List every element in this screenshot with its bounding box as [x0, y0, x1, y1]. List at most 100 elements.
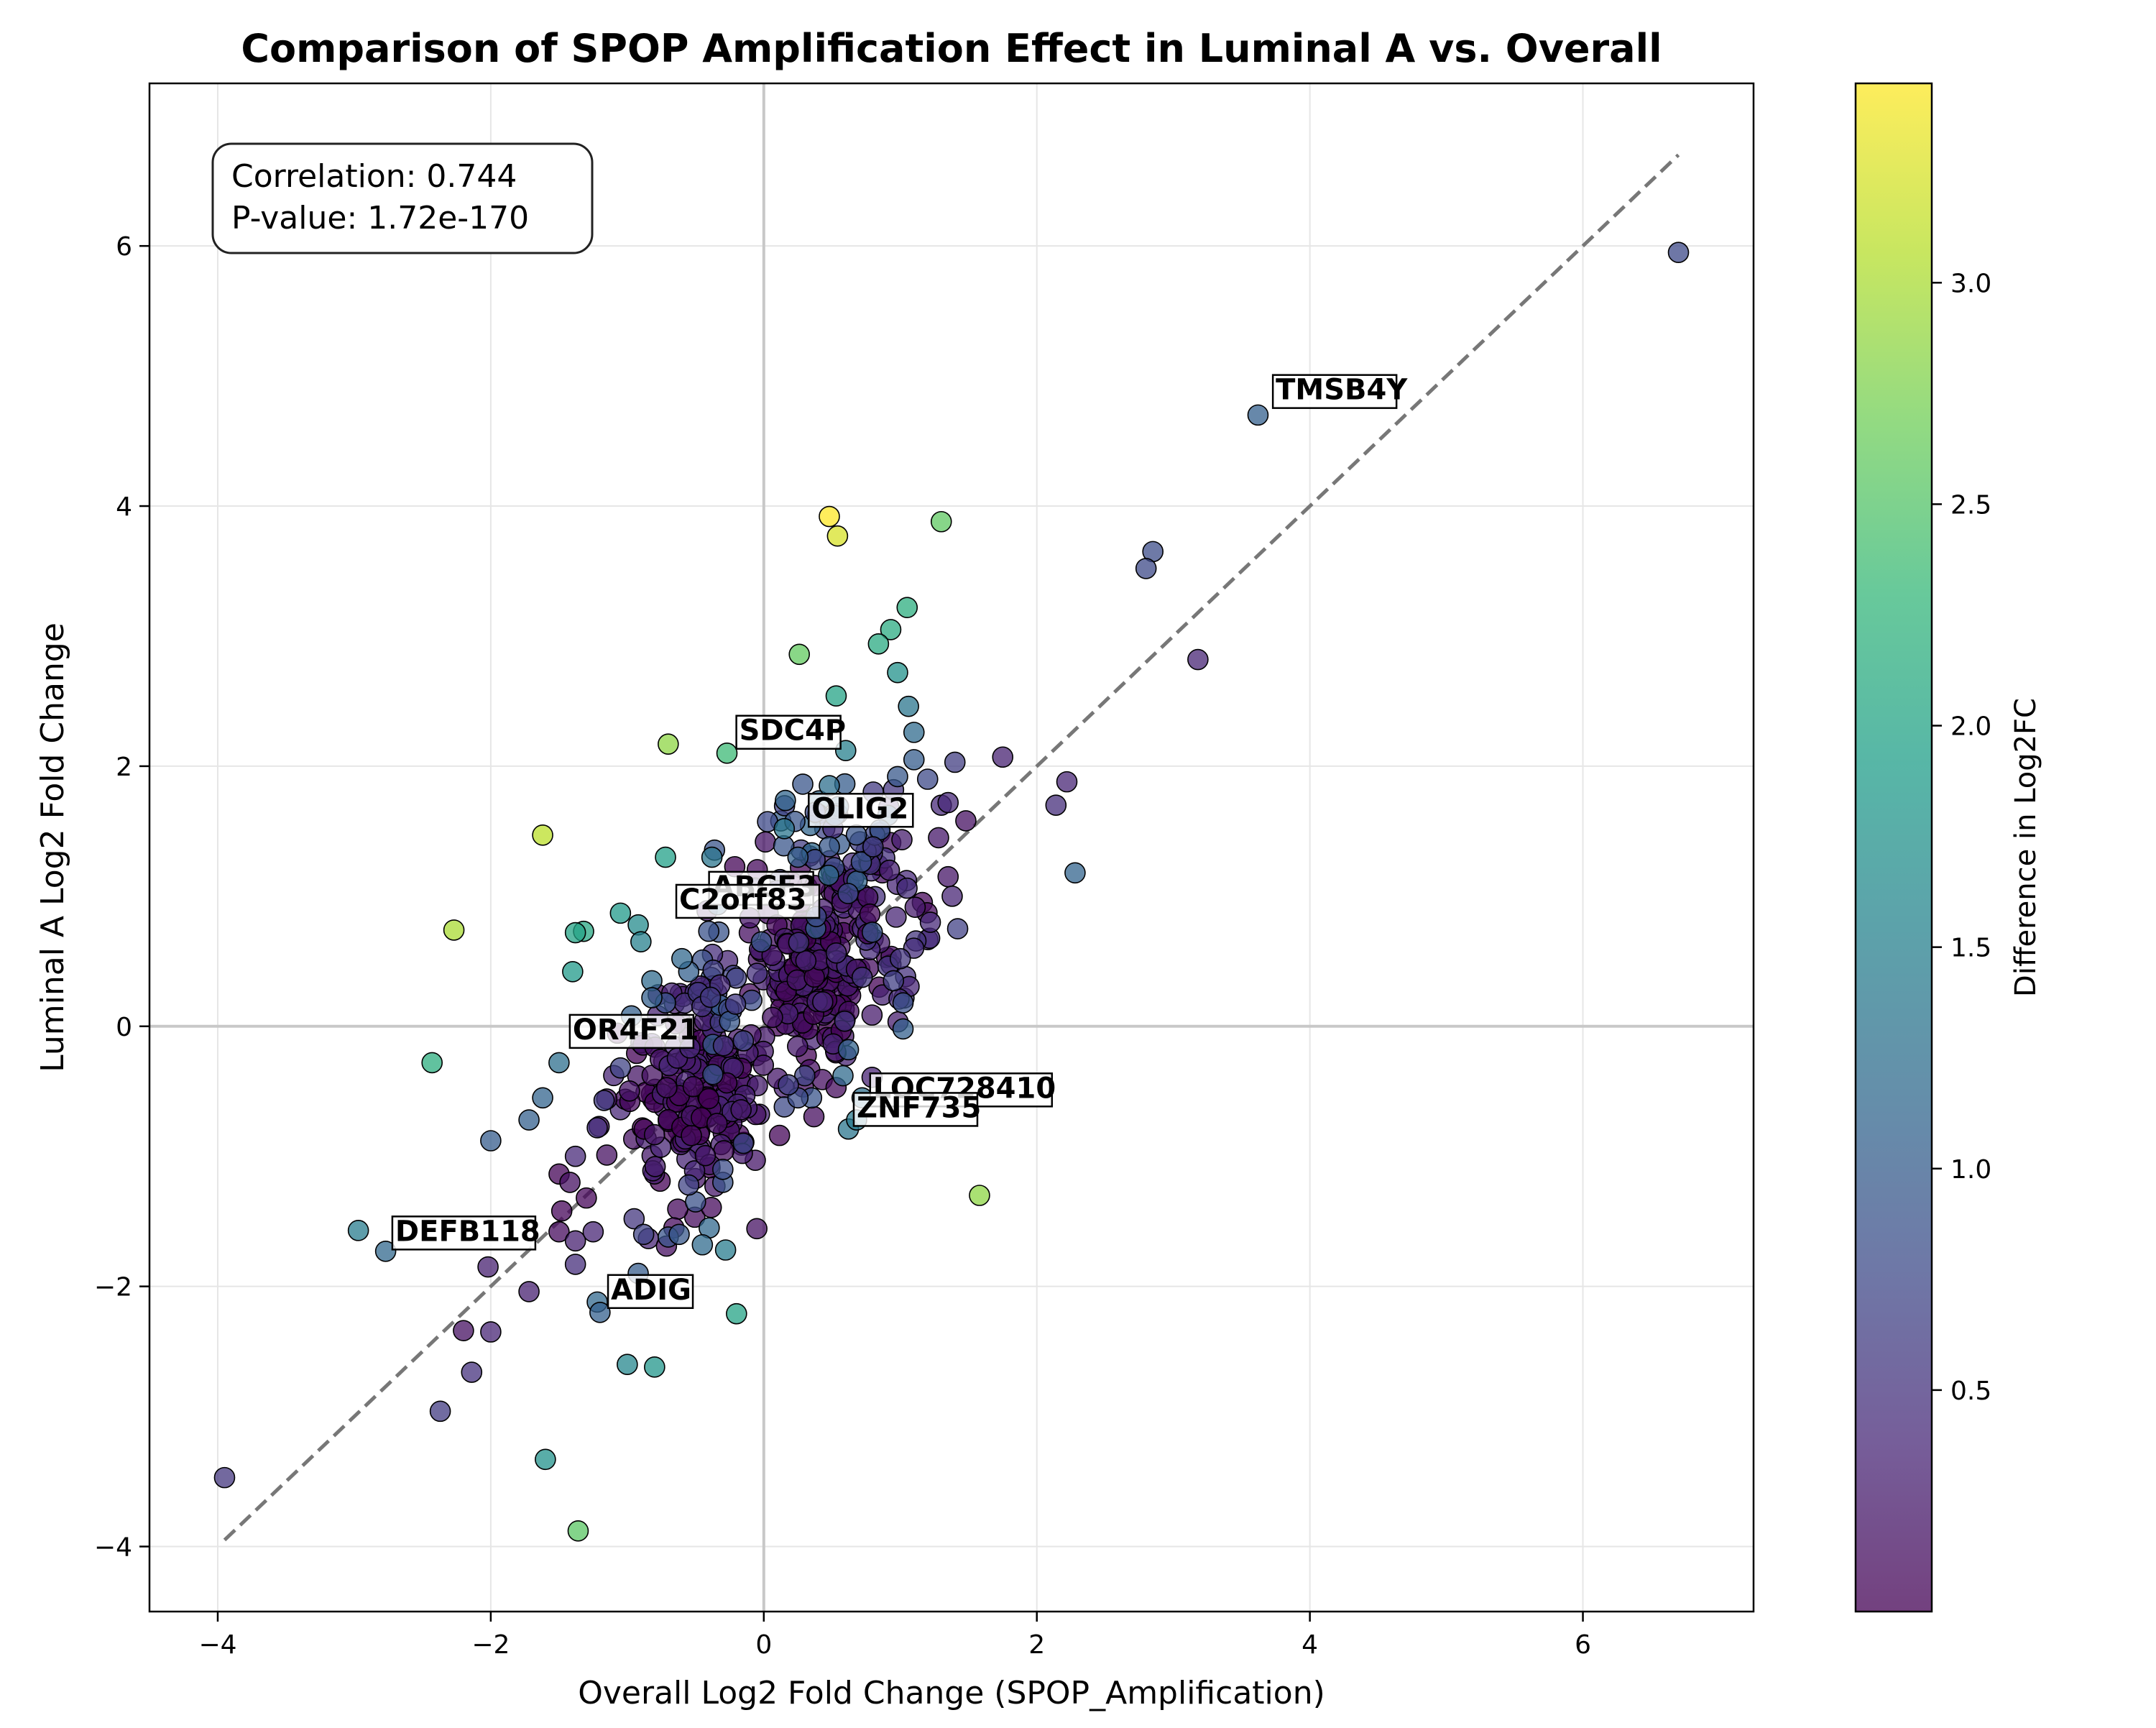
- gene-label-tmsb4y: TMSB4Y: [1271, 374, 1408, 409]
- scatter-point: [861, 922, 883, 943]
- scatter-point: [969, 1185, 990, 1206]
- scatter-point: [930, 510, 952, 533]
- scatter-point: [714, 1239, 737, 1261]
- colorbar-tick-label: 2.5: [1950, 490, 1991, 520]
- scatter-point: [916, 768, 939, 790]
- scatter-point: [755, 831, 776, 853]
- scatter-point: [861, 1004, 883, 1026]
- scatter-point: [889, 947, 911, 970]
- y-tick-label: −4: [94, 1533, 132, 1563]
- y-axis-ticks: −4 −2 0 2 4 6: [94, 232, 149, 1563]
- scatter-point: [904, 896, 926, 918]
- scatter-point: [955, 810, 977, 832]
- scatter-point: [694, 1144, 717, 1167]
- scatter-point: [655, 846, 676, 868]
- gene-label-box: [675, 883, 821, 919]
- scatter-point: [644, 1156, 666, 1177]
- scatter-point: [825, 942, 847, 964]
- scatter-point: [586, 1117, 608, 1139]
- scatter-point: [887, 661, 908, 684]
- scatter-point: [787, 846, 809, 868]
- scatter-point: [845, 824, 867, 846]
- scatter-point: [564, 922, 586, 944]
- colorbar: 0.5 1.0 1.5 2.0 2.5 3.0 Difference in Log2FC: [1854, 82, 2042, 1613]
- scatter-point: [746, 962, 768, 984]
- scatter-point: [788, 643, 810, 666]
- scatter-point: [746, 1218, 768, 1240]
- scatter-point: [825, 685, 847, 707]
- gene-label-text: ADIG: [611, 1274, 691, 1307]
- gene-label-box: [568, 1014, 695, 1049]
- x-tick-label: 2: [1028, 1630, 1045, 1660]
- scatter-point: [655, 1077, 678, 1098]
- scatter-point: [750, 931, 773, 953]
- gene-label-box: [735, 714, 842, 750]
- gene-label-c2orf83: C2orf83: [675, 883, 821, 919]
- scatter-point: [903, 749, 925, 771]
- gene-label-sdc4p: SDC4P: [735, 714, 847, 750]
- scatter-point: [699, 986, 722, 1008]
- scatter-point: [792, 773, 814, 795]
- scatter-point: [896, 877, 918, 899]
- scatter-point: [632, 1223, 655, 1246]
- x-axis-label: Overall Log2 Fold Change (SPOP_Amplifica…: [578, 1675, 1325, 1711]
- scatter-point: [891, 829, 913, 850]
- colorbar-tick-label: 1.5: [1950, 934, 1991, 963]
- scatter-point: [837, 883, 859, 904]
- gene-label-box: [391, 1215, 537, 1251]
- x-axis-ticks: −4 −2 0 2 4 6: [198, 1612, 1591, 1660]
- scatter-point: [550, 1200, 573, 1222]
- gene-labels: TMSB4YSDC4POLIG2ABCF3C2orf83OR4F21LOC728…: [391, 374, 1408, 1310]
- scatter-point: [567, 1520, 589, 1542]
- scatter-point: [795, 950, 817, 972]
- scatter-point: [883, 970, 905, 992]
- scatter-point: [992, 746, 1014, 768]
- scatter-point: [928, 827, 949, 849]
- scatter-point: [576, 1187, 597, 1209]
- scatter-point: [941, 886, 963, 907]
- stats-correlation: Correlation: 0.744: [231, 158, 517, 195]
- x-tick-label: −4: [198, 1630, 236, 1660]
- scatter-point: [564, 1145, 586, 1167]
- colorbar-tick-label: 2.0: [1950, 712, 1991, 742]
- scatter-point: [1187, 648, 1209, 671]
- scatter-point: [480, 1130, 502, 1152]
- scatter-point: [477, 1256, 499, 1278]
- gene-label-adig: ADIG: [607, 1274, 694, 1310]
- y-tick-label: 2: [116, 753, 132, 782]
- scatter-point: [619, 1080, 640, 1102]
- gene-label-box: [808, 793, 914, 828]
- reference-line-layer: [223, 153, 1680, 1542]
- scatter-point: [787, 1035, 808, 1057]
- scatter-point: [559, 1172, 581, 1193]
- scatter-point: [937, 791, 959, 814]
- chart-title: Comparison of SPOP Amplification Effect …: [241, 26, 1662, 71]
- gene-label-defb118: DEFB118: [391, 1215, 540, 1251]
- scatter-point: [788, 932, 810, 953]
- scatter-point: [713, 1140, 735, 1162]
- scatter-point: [851, 966, 873, 988]
- scatter-point: [712, 1034, 734, 1057]
- gene-label-text: SDC4P: [740, 714, 847, 748]
- scatter-point: [878, 859, 900, 881]
- scatter-point: [826, 525, 849, 547]
- colorbar-tick-label: 3.0: [1950, 269, 1991, 298]
- scatter-point: [706, 1113, 728, 1134]
- scatter-point: [803, 1106, 825, 1128]
- scatter-point: [898, 695, 919, 717]
- scatter-point: [518, 1281, 540, 1302]
- scatter-point: [1064, 862, 1086, 884]
- scatter-point: [867, 633, 890, 655]
- colorbar-ticks: 0.5 1.0 1.5 2.0 2.5 3.0: [1932, 269, 1991, 1406]
- plot-frame: [148, 82, 1755, 1613]
- y-axis-label: Luminal A Log2 Fold Change: [34, 622, 71, 1072]
- gene-label-text: C2orf83: [679, 883, 806, 916]
- scatter-point: [596, 1144, 618, 1166]
- scatter-point: [730, 1099, 752, 1121]
- scatter-points: [213, 242, 1690, 1542]
- scatter-point: [671, 947, 693, 970]
- scatter-point: [716, 743, 738, 764]
- scatter-point: [678, 1174, 700, 1196]
- scatter-point: [752, 1054, 775, 1076]
- scatter-point: [548, 1052, 570, 1074]
